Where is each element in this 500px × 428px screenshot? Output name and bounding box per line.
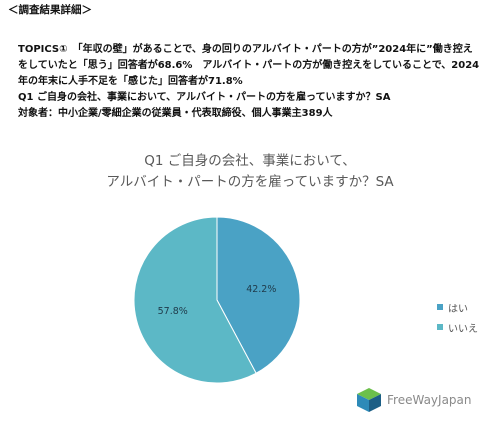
pie-label-yes: 42.2% <box>246 284 276 295</box>
freeway-japan-logo: FreeWayJapan <box>355 386 472 414</box>
intro-text: TOPICS① 「年収の壁」があることで、身の回りのアルバイト・パートの方が”2… <box>18 42 494 122</box>
legend-label-yes: はい <box>448 303 468 315</box>
pie-label-no: 57.8% <box>158 306 188 317</box>
pie-slice-no <box>133 216 257 384</box>
legend-swatch-no <box>437 324 443 330</box>
intro-line-2: をしていたと「思う」回答者が68.6% アルバイト・パートの方が働き控えをしてい… <box>18 60 480 71</box>
pie-slice-yes <box>216 216 301 374</box>
section-header: ＜調査結果詳細＞ <box>8 4 92 16</box>
chart-title-line-2: アルバイト・パートの方を雇っていますか？SA <box>106 174 394 190</box>
intro-line-4: Q1 ご自身の会社、事業において、アルバイト・パートの方を雇っていますか？SA <box>18 92 391 103</box>
legend-item-no: いいえ <box>437 320 478 335</box>
intro-line-5: 対象者：中小企業/零細企業の従業員・代表取締役、個人事業主389人 <box>18 108 333 119</box>
legend-swatch-yes <box>437 304 443 310</box>
intro-line-1: TOPICS① 「年収の壁」があることで、身の回りのアルバイト・パートの方が”2… <box>18 44 473 55</box>
chart-title: Q1 ご自身の会社、事業において、 アルバイト・パートの方を雇っていますか？SA <box>40 151 460 193</box>
freeway-cube-icon <box>357 388 381 412</box>
logo-text: FreeWayJapan <box>387 393 472 407</box>
logo-text-freeway: FreeWay <box>387 393 439 407</box>
chart-title-line-1: Q1 ご自身の会社、事業において、 <box>144 153 356 169</box>
legend-item-yes: はい <box>437 300 478 315</box>
chart-legend: はい いいえ <box>437 300 478 340</box>
intro-line-3: 年の年末に人手不足を「感じた」回答者が71.8% <box>18 76 243 87</box>
logo-text-japan: Japan <box>438 393 472 407</box>
legend-label-no: いいえ <box>448 323 478 335</box>
